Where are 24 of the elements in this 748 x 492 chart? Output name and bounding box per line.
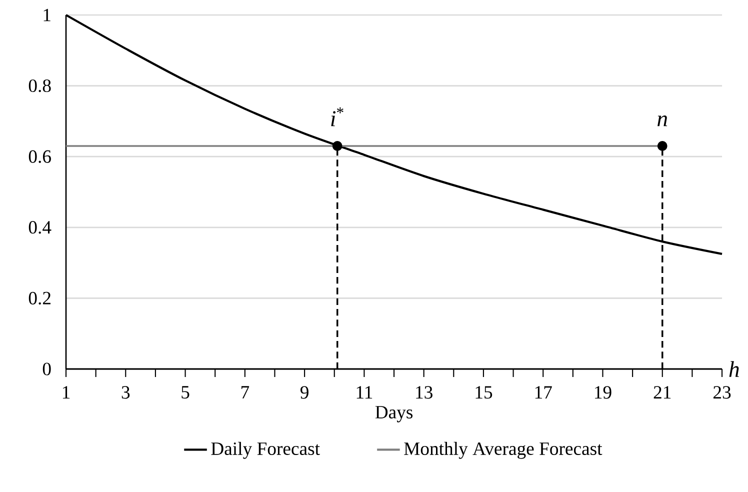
x-axis-title: Days <box>375 406 413 422</box>
y-tick-label: 1 <box>44 8 50 22</box>
x-tick-label: 15 <box>476 386 492 399</box>
x-tick-label: 21 <box>654 386 671 399</box>
x-tick-label: 19 <box>595 386 612 399</box>
x-tick-label: 11 <box>356 386 372 398</box>
legend-label: Monthly Average Forecast <box>404 442 602 459</box>
x-tick-label: 3 <box>122 386 130 399</box>
y-tick-label: 0.4 <box>28 221 52 234</box>
annotation: i$^{*}$ <box>331 107 344 126</box>
x-tick-label: 7 <box>241 386 250 398</box>
y-tick-label: 0.2 <box>28 292 50 305</box>
x-tick-label: 5 <box>182 386 190 399</box>
x-tick-label: 1 <box>62 386 70 398</box>
text: h <box>729 361 739 377</box>
y-tick-label: 0.6 <box>28 150 51 163</box>
x-tick-label: 13 <box>416 386 432 399</box>
x-tick-label: 17 <box>535 386 552 398</box>
x-tick-label: 9 <box>300 386 308 399</box>
y-tick-label: 0 <box>42 362 51 376</box>
y-tick-label: 0.8 <box>28 79 51 92</box>
legend-label: Daily Forecast <box>211 442 320 459</box>
annotation: n <box>658 115 668 126</box>
x-tick-label: 23 <box>713 386 731 399</box>
